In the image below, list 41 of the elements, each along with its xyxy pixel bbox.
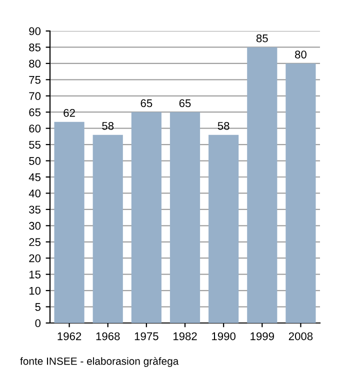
bar <box>247 47 278 323</box>
y-tick-label: 45 <box>28 173 41 182</box>
y-tick-label: 15 <box>29 270 41 278</box>
bar <box>54 122 84 323</box>
y-tick-label: 25 <box>29 238 41 246</box>
y-tick-label: 80 <box>29 60 41 68</box>
x-tick-label: 1975 <box>134 332 158 340</box>
data-label: 65 <box>140 99 152 108</box>
y-tick-label: 55 <box>29 140 41 149</box>
y-tick-label: 30 <box>29 222 41 230</box>
y-tick-label: 5 <box>35 303 41 311</box>
y-tick-label: 35 <box>29 206 41 214</box>
x-tick-label: 1990 <box>212 332 236 340</box>
data-label: 58 <box>102 122 114 130</box>
bar <box>286 63 316 323</box>
bar <box>131 112 162 323</box>
y-tick-label: 0 <box>35 319 41 328</box>
x-tick-label: 1962 <box>58 332 82 340</box>
y-tick-label: 40 <box>28 189 41 198</box>
x-tick-label: 2008 <box>288 332 313 340</box>
y-tick-label: 75 <box>29 76 41 84</box>
y-tick-label: 90 <box>29 27 41 36</box>
data-label: 85 <box>256 34 268 42</box>
y-tick-label: 60 <box>29 124 41 132</box>
bar <box>208 134 239 323</box>
y-tick-label: 65 <box>29 108 41 116</box>
source-note: fonte INSEE - elaborasion gràfega <box>20 357 179 367</box>
data-label: 80 <box>295 50 306 58</box>
x-tick-label: 1999 <box>250 332 274 340</box>
data-label: 65 <box>179 99 191 108</box>
x-tick-label: 1982 <box>173 332 197 340</box>
data-label: 62 <box>64 109 75 117</box>
bar <box>170 112 200 323</box>
y-tick-label: 50 <box>29 157 41 165</box>
y-tick-label: 10 <box>29 286 41 295</box>
data-label: 58 <box>218 122 230 130</box>
y-tick-label: 85 <box>29 43 41 52</box>
x-tick-label: 1968 <box>96 332 120 340</box>
bar <box>92 134 123 323</box>
y-tick-label: 70 <box>29 92 41 100</box>
y-tick-label: 20 <box>29 254 41 262</box>
